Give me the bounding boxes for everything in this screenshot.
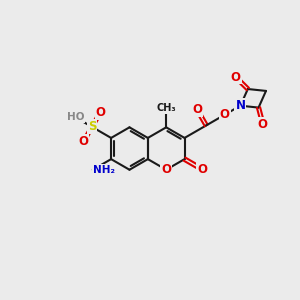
Text: O: O [231,70,241,83]
Text: O: O [192,103,202,116]
Text: N: N [236,99,245,112]
Text: O: O [197,163,207,176]
Text: S: S [88,120,96,134]
Text: O: O [95,106,106,118]
Text: O: O [161,163,171,176]
Text: CH₃: CH₃ [156,103,176,113]
Text: HO: HO [67,112,84,122]
Text: O: O [79,135,88,148]
Text: O: O [258,118,268,130]
Text: NH₂: NH₂ [93,165,115,175]
Text: O: O [220,108,230,121]
